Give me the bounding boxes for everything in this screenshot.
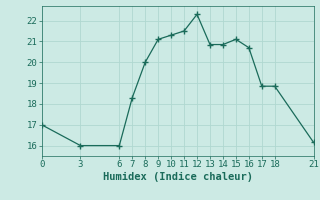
X-axis label: Humidex (Indice chaleur): Humidex (Indice chaleur)	[103, 172, 252, 182]
